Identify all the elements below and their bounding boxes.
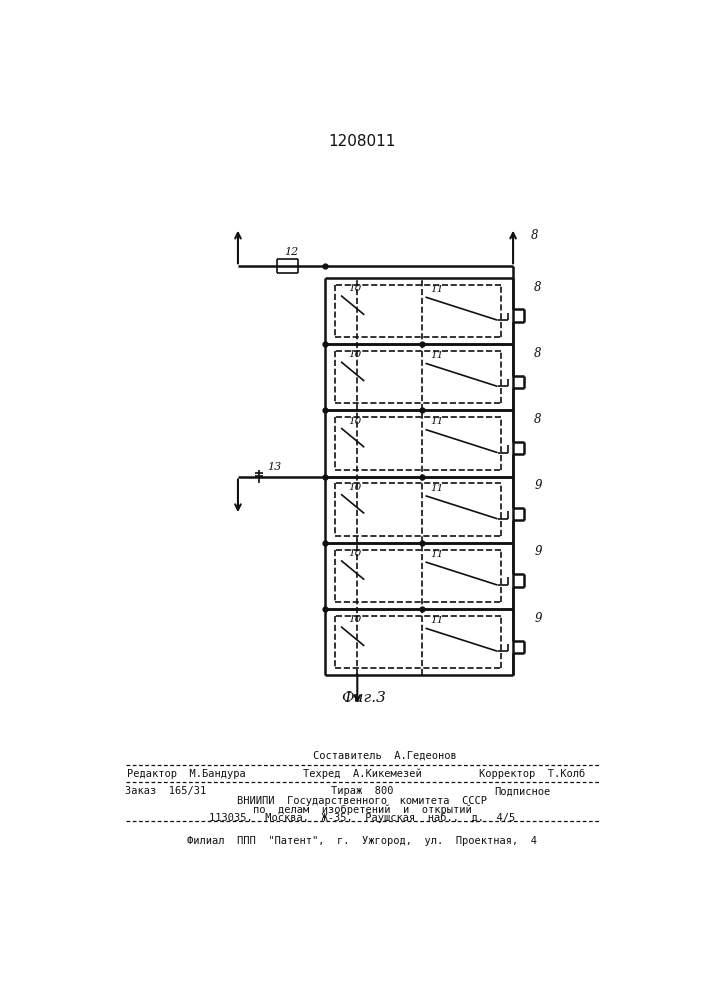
Text: Техред  А.Кикемезей: Техред А.Кикемезей bbox=[303, 768, 421, 779]
Text: 10: 10 bbox=[349, 417, 361, 426]
Text: по  делам  изобретений  и  открытий: по делам изобретений и открытий bbox=[252, 805, 472, 815]
Text: 11: 11 bbox=[431, 351, 444, 360]
Text: Подписное: Подписное bbox=[494, 786, 551, 796]
Text: Составитель  А.Гедеонов: Составитель А.Гедеонов bbox=[313, 751, 457, 761]
Text: Филиал  ППП  "Патент",  г.  Ужгород,  ул.  Проектная,  4: Филиал ППП "Патент", г. Ужгород, ул. Про… bbox=[187, 836, 537, 846]
Text: 10: 10 bbox=[349, 483, 361, 492]
Text: Редактор  М.Бандура: Редактор М.Бандура bbox=[127, 769, 246, 779]
Text: Фиг.3: Фиг.3 bbox=[341, 690, 386, 704]
Text: 11: 11 bbox=[431, 417, 444, 426]
Text: Тираж  800: Тираж 800 bbox=[331, 786, 393, 796]
Text: 9: 9 bbox=[534, 545, 542, 558]
Text: 8: 8 bbox=[534, 413, 542, 426]
Text: 10: 10 bbox=[349, 350, 361, 359]
Text: 13: 13 bbox=[267, 462, 281, 472]
Text: 8: 8 bbox=[534, 347, 542, 360]
Text: 10: 10 bbox=[349, 615, 361, 624]
Text: 11: 11 bbox=[431, 616, 444, 625]
Text: 11: 11 bbox=[431, 550, 444, 559]
Text: 10: 10 bbox=[349, 284, 361, 293]
Text: 8: 8 bbox=[534, 281, 542, 294]
Text: 8: 8 bbox=[531, 229, 539, 242]
Text: Заказ  165/31: Заказ 165/31 bbox=[125, 786, 206, 796]
Text: 9: 9 bbox=[534, 612, 542, 625]
Text: 113035,  Москва,  Ж-35,  Раушская  наб.,  д.  4/5: 113035, Москва, Ж-35, Раушская наб., д. … bbox=[209, 813, 515, 823]
Text: Корректор  Т.Колб: Корректор Т.Колб bbox=[479, 769, 585, 779]
Text: 10: 10 bbox=[349, 549, 361, 558]
Text: 11: 11 bbox=[431, 484, 444, 493]
Text: 11: 11 bbox=[431, 285, 444, 294]
Text: 1208011: 1208011 bbox=[328, 134, 396, 149]
Text: 12: 12 bbox=[284, 247, 298, 257]
Text: ВНИИПИ  Государственного  комитета  СССР: ВНИИПИ Государственного комитета СССР bbox=[237, 796, 487, 806]
Text: 9: 9 bbox=[534, 479, 542, 492]
